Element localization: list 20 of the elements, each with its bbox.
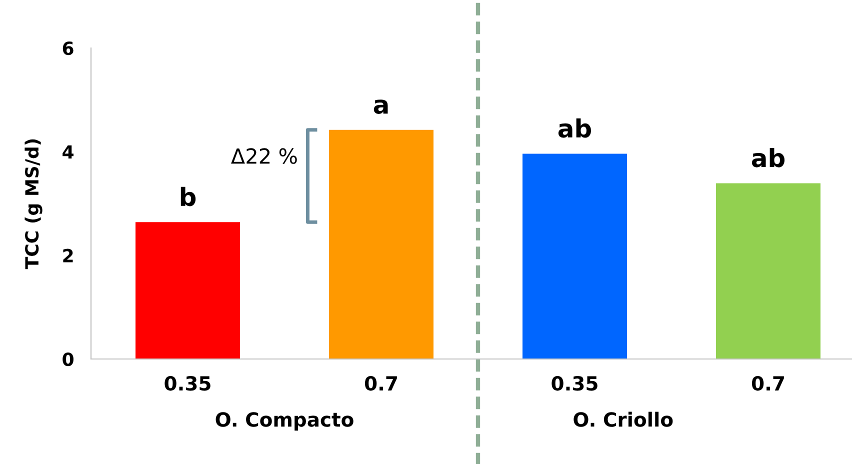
data-label: a: [374, 100, 388, 114]
text: O. Compacto: [216, 412, 354, 431]
bar: [522, 154, 627, 359]
y-tick-label: 4: [62, 145, 74, 159]
bar: [716, 183, 820, 359]
x-tick-label: 0.7: [364, 376, 397, 391]
data-label: ab: [752, 148, 785, 168]
x-tick-label: 0.7: [752, 376, 784, 391]
x-tick-label: 0.35: [164, 376, 210, 391]
data-label: b: [180, 186, 196, 206]
data-label: ab: [558, 118, 592, 138]
bar: [329, 130, 434, 359]
y-tick-label: 2: [63, 248, 73, 262]
y-axis-title: TCC (g MS/d): [24, 139, 42, 270]
bar: [136, 222, 240, 359]
y-tick-label: 0: [62, 352, 74, 366]
y-tick-label: 6: [62, 41, 74, 56]
x-tick-label: 0.35: [552, 376, 598, 391]
annotation: Δ22 %: [231, 148, 297, 164]
text: O. Criollo: [574, 412, 673, 427]
